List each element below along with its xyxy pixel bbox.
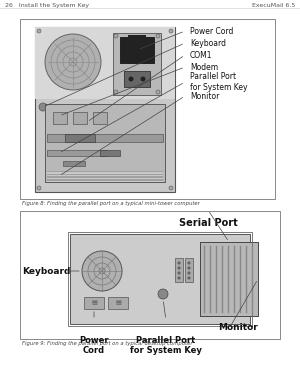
Circle shape (169, 29, 173, 33)
Bar (20, 211, 280, 339)
Circle shape (37, 29, 41, 33)
Circle shape (158, 289, 168, 299)
Bar (47, 178, 163, 179)
Bar (77, 118, 117, 125)
Circle shape (104, 121, 106, 123)
Circle shape (89, 121, 91, 123)
Bar (65, 134, 95, 142)
Bar (47, 150, 107, 156)
Bar (45, 104, 165, 182)
Text: Parallel Port
for System Key: Parallel Port for System Key (190, 72, 248, 92)
Text: ▤: ▤ (91, 300, 97, 305)
Bar (53, 118, 69, 125)
Circle shape (188, 262, 190, 264)
Bar (47, 181, 163, 182)
Bar (100, 150, 120, 156)
Text: Parallel Port
for System Key: Parallel Port for System Key (130, 336, 202, 356)
Bar (20, 19, 275, 199)
Circle shape (156, 34, 160, 38)
Bar (68, 232, 252, 326)
Bar (35, 27, 175, 192)
Circle shape (79, 121, 81, 123)
Bar (70, 234, 250, 324)
Text: Power Cord: Power Cord (190, 26, 233, 35)
Text: Monitor: Monitor (218, 322, 258, 331)
Bar (47, 179, 163, 180)
Bar (47, 171, 163, 172)
Bar (200, 242, 258, 316)
Circle shape (84, 121, 86, 123)
Circle shape (169, 186, 173, 190)
Bar (84, 297, 104, 309)
Text: Figure 8: Finding the parallel port on a typical mini-tower computer: Figure 8: Finding the parallel port on a… (22, 201, 200, 206)
Bar (47, 174, 163, 175)
Circle shape (128, 77, 134, 82)
Text: ExecuMail 6.5: ExecuMail 6.5 (252, 3, 295, 8)
Circle shape (37, 186, 41, 190)
Circle shape (178, 277, 180, 279)
Bar (185, 258, 193, 282)
Circle shape (114, 34, 118, 38)
Bar (47, 180, 163, 181)
Text: Modem: Modem (190, 63, 218, 72)
Bar (108, 297, 128, 309)
Circle shape (99, 121, 101, 123)
Text: 26   Install the System Key: 26 Install the System Key (5, 3, 89, 8)
Bar (63, 161, 85, 166)
Circle shape (178, 272, 180, 274)
Circle shape (156, 90, 160, 94)
Bar (47, 173, 163, 174)
Circle shape (178, 262, 180, 264)
Bar (47, 176, 163, 177)
Bar (47, 172, 163, 173)
Text: Figure 9: Finding the parallel port on a typical desktop computer: Figure 9: Finding the parallel port on a… (22, 341, 193, 346)
Text: Serial Port: Serial Port (178, 218, 237, 228)
Circle shape (188, 267, 190, 269)
Bar (113, 33, 161, 95)
Bar (35, 27, 175, 99)
Bar (128, 35, 146, 45)
Text: Keyboard: Keyboard (22, 266, 70, 275)
Bar (93, 112, 107, 124)
Bar (47, 134, 163, 142)
Bar (175, 258, 183, 282)
Bar (47, 177, 163, 178)
Bar (124, 71, 150, 87)
Circle shape (94, 121, 96, 123)
Text: Keyboard: Keyboard (190, 39, 226, 47)
Bar (120, 37, 154, 63)
Circle shape (140, 77, 146, 82)
Circle shape (114, 90, 118, 94)
Bar (200, 242, 258, 316)
Bar (45, 104, 165, 182)
Bar (47, 175, 163, 176)
Circle shape (178, 267, 180, 269)
Circle shape (188, 277, 190, 279)
Text: COM1: COM1 (190, 51, 212, 60)
Bar (73, 112, 87, 124)
Circle shape (82, 251, 122, 291)
Text: ▤: ▤ (115, 300, 121, 305)
Circle shape (39, 103, 47, 111)
Bar (53, 112, 67, 124)
Text: Power
Cord: Power Cord (79, 336, 109, 356)
Circle shape (45, 34, 101, 90)
Text: Monitor: Monitor (190, 91, 219, 100)
Circle shape (109, 121, 111, 123)
Circle shape (188, 272, 190, 274)
